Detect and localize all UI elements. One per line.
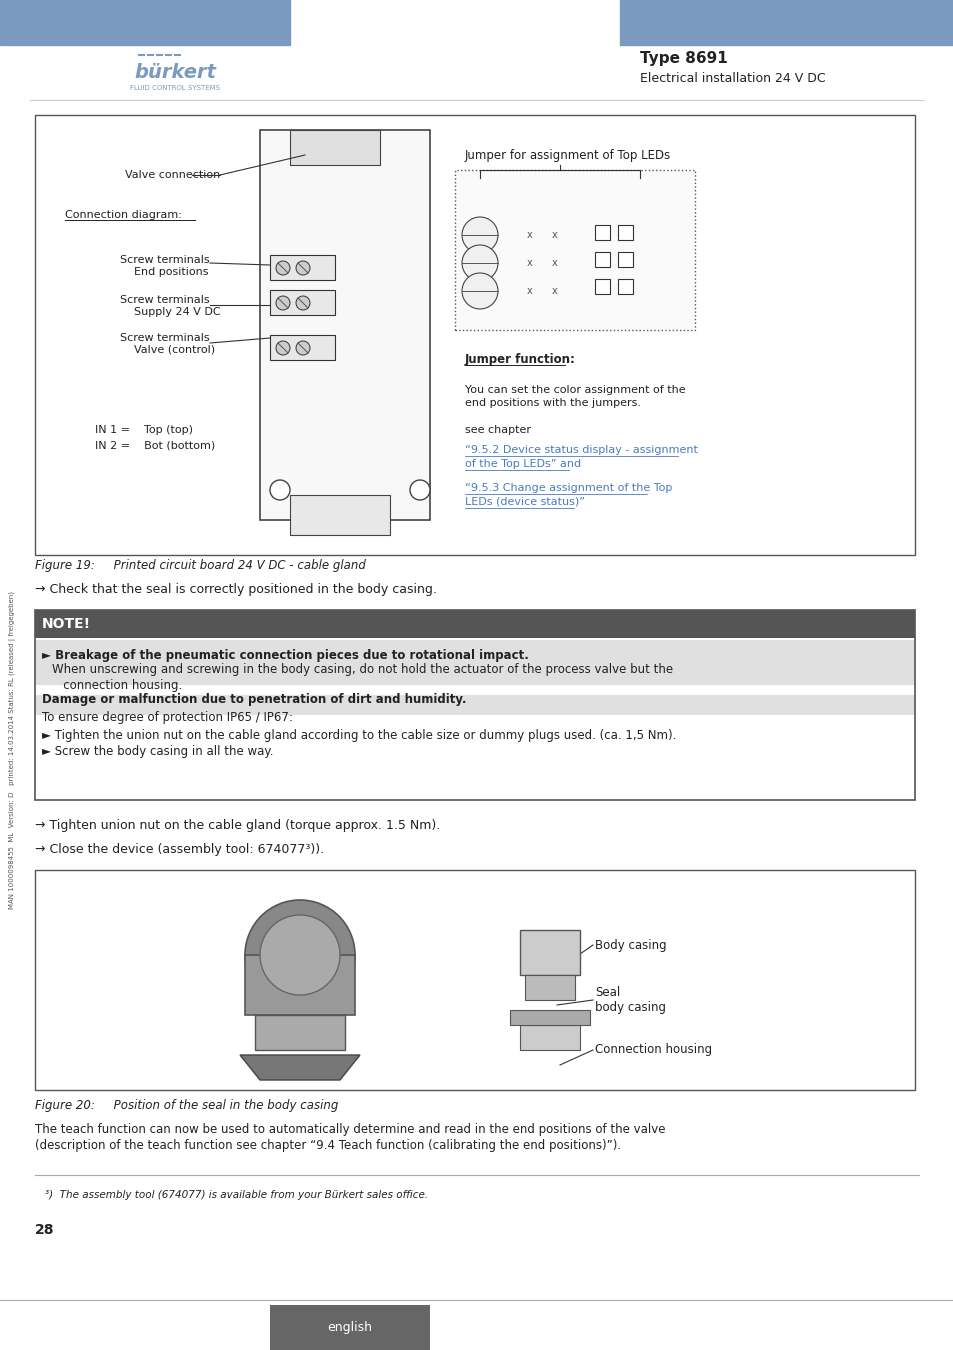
Bar: [290, 130, 379, 165]
Bar: [245, 954, 355, 1015]
Text: When unscrewing and screwing in the body casing, do not hold the actuator of the: When unscrewing and screwing in the body…: [52, 663, 673, 676]
Text: Figure 20:     Position of the seal in the body casing: Figure 20: Position of the seal in the b…: [35, 1099, 338, 1111]
Text: bürkert: bürkert: [133, 62, 215, 81]
Text: ³)  The assembly tool (674077) is available from your Bürkert sales office.: ³) The assembly tool (674077) is availab…: [45, 1189, 428, 1200]
Text: end positions with the jumpers.: end positions with the jumpers.: [464, 398, 640, 408]
Circle shape: [275, 342, 290, 355]
Circle shape: [260, 915, 339, 995]
Bar: [0, 0, 290, 45]
Text: The teach function can now be used to automatically determine and read in the en: The teach function can now be used to au…: [35, 1123, 665, 1137]
Text: IN 1 =    Top (top): IN 1 = Top (top): [95, 425, 193, 435]
Text: Valve connection: Valve connection: [125, 170, 220, 180]
Text: MAN 1000098455  ML  Version: D   printed: 14.03.2014 Status: RL (released | frei: MAN 1000098455 ML Version: D printed: 14…: [9, 591, 15, 909]
Bar: [35, 695, 914, 716]
Bar: [510, 1010, 589, 1025]
Bar: [35, 869, 914, 1089]
Bar: [290, 495, 390, 535]
Text: Electrical installation 24 V DC: Electrical installation 24 V DC: [639, 72, 824, 85]
Circle shape: [295, 342, 310, 355]
Circle shape: [461, 217, 497, 252]
Bar: [595, 225, 609, 240]
Bar: [618, 252, 633, 267]
Text: Figure 19:     Printed circuit board 24 V DC - cable gland: Figure 19: Printed circuit board 24 V DC…: [35, 559, 366, 571]
Text: ► Screw the body casing in all the way.: ► Screw the body casing in all the way.: [42, 745, 274, 759]
Text: x: x: [527, 258, 533, 269]
Text: (description of the teach function see chapter “9.4 Teach function (calibrating : (description of the teach function see c…: [35, 1138, 620, 1152]
Text: “9.5.3 Change assignment of the Top: “9.5.3 Change assignment of the Top: [464, 483, 672, 493]
Circle shape: [410, 481, 430, 500]
Bar: [270, 255, 335, 279]
Circle shape: [461, 244, 497, 281]
Bar: [595, 252, 609, 267]
Text: Body casing: Body casing: [595, 938, 666, 952]
Text: FLUID CONTROL SYSTEMS: FLUID CONTROL SYSTEMS: [130, 85, 220, 90]
Text: → Close the device (assembly tool: 674077³)).: → Close the device (assembly tool: 67407…: [35, 844, 324, 856]
Text: of the Top LEDs” and: of the Top LEDs” and: [464, 459, 580, 468]
Text: x: x: [552, 286, 558, 296]
Bar: [519, 1025, 579, 1050]
Bar: [270, 290, 335, 315]
Text: x: x: [527, 286, 533, 296]
Bar: [35, 610, 914, 639]
Text: → Tighten union nut on the cable gland (torque approx. 1.5 Nm).: → Tighten union nut on the cable gland (…: [35, 818, 439, 832]
Text: Jumper for assignment of Top LEDs: Jumper for assignment of Top LEDs: [464, 148, 671, 162]
Bar: [270, 335, 335, 360]
Text: Supply 24 V DC: Supply 24 V DC: [120, 306, 220, 317]
Text: LEDs (device status)”: LEDs (device status)”: [464, 497, 584, 508]
Text: → Check that the seal is correctly positioned in the body casing.: → Check that the seal is correctly posit…: [35, 583, 436, 597]
Text: x: x: [552, 258, 558, 269]
Text: Jumper function:: Jumper function:: [464, 354, 576, 366]
Text: 28: 28: [35, 1223, 54, 1237]
Text: english: english: [327, 1322, 372, 1335]
Bar: [35, 640, 914, 684]
Bar: [270, 1305, 430, 1350]
Text: Damage or malfunction due to penetration of dirt and humidity.: Damage or malfunction due to penetration…: [42, 694, 466, 706]
Text: To ensure degree of protection IP65 / IP67:: To ensure degree of protection IP65 / IP…: [42, 711, 293, 725]
Text: x: x: [552, 230, 558, 240]
Polygon shape: [240, 1054, 359, 1080]
Text: Screw terminals: Screw terminals: [120, 296, 210, 305]
Circle shape: [270, 481, 290, 500]
Text: Screw terminals: Screw terminals: [120, 333, 210, 343]
Text: “9.5.2 Device status display - assignment: “9.5.2 Device status display - assignmen…: [464, 446, 698, 455]
Circle shape: [295, 261, 310, 275]
Bar: [260, 130, 430, 520]
Text: NOTE!: NOTE!: [42, 617, 91, 630]
Bar: [455, 170, 695, 329]
Bar: [35, 610, 914, 801]
Bar: [618, 279, 633, 294]
Text: connection housing.: connection housing.: [52, 679, 182, 691]
Text: End positions: End positions: [120, 267, 209, 277]
Circle shape: [275, 261, 290, 275]
Bar: [254, 1015, 345, 1050]
Text: ► Breakage of the pneumatic connection pieces due to rotational impact.: ► Breakage of the pneumatic connection p…: [42, 648, 528, 662]
Circle shape: [295, 296, 310, 310]
Text: You can set the color assignment of the: You can set the color assignment of the: [464, 385, 685, 396]
Bar: [524, 975, 575, 1000]
Text: Seal
body casing: Seal body casing: [595, 986, 665, 1014]
Text: Valve (control): Valve (control): [120, 346, 214, 355]
Text: ► Tighten the union nut on the cable gland according to the cable size or dummy : ► Tighten the union nut on the cable gla…: [42, 729, 676, 741]
Text: Connection housing: Connection housing: [595, 1044, 711, 1057]
Text: see chapter: see chapter: [464, 425, 531, 435]
Text: Type 8691: Type 8691: [639, 50, 727, 66]
Text: Screw terminals: Screw terminals: [120, 255, 210, 265]
Circle shape: [275, 296, 290, 310]
Text: Connection diagram:: Connection diagram:: [65, 211, 182, 220]
Circle shape: [461, 273, 497, 309]
Bar: [519, 930, 579, 975]
Text: x: x: [527, 230, 533, 240]
Circle shape: [245, 900, 355, 1010]
Bar: [35, 115, 914, 555]
Bar: [595, 279, 609, 294]
Bar: [619, 0, 953, 45]
Text: IN 2 =    Bot (bottom): IN 2 = Bot (bottom): [95, 440, 215, 450]
Bar: [618, 225, 633, 240]
